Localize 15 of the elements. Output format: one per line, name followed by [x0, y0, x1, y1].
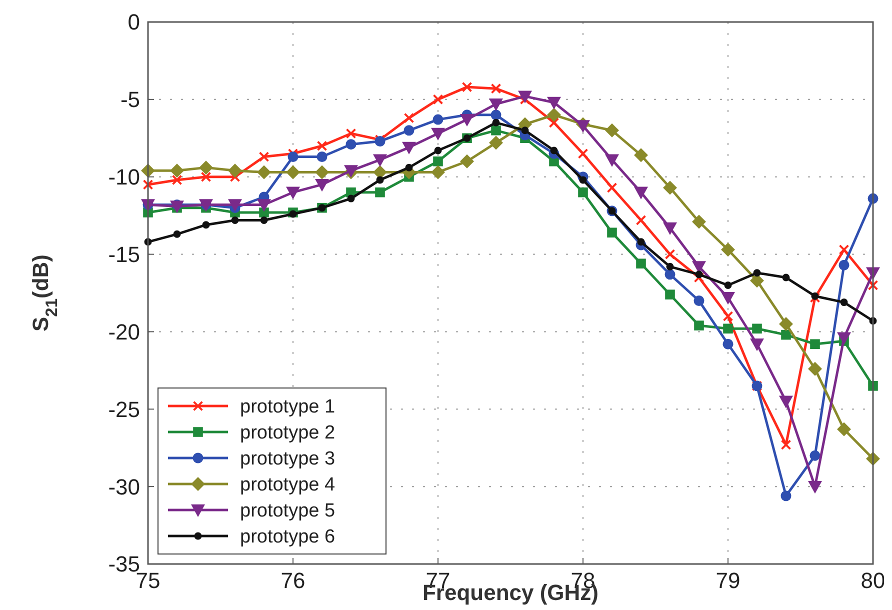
y-tick-label: -20	[108, 319, 140, 344]
y-tick-label: -25	[108, 396, 140, 422]
legend-label: prototype 5	[240, 500, 336, 522]
x-tick-label: 79	[716, 568, 740, 593]
y-tick-label: 0	[128, 10, 140, 35]
y-tick-label: -10	[108, 164, 140, 190]
x-tick-label: 76	[280, 568, 306, 593]
legend-label: prototype 2	[240, 422, 336, 444]
legend-label: prototype 6	[240, 526, 336, 548]
y-tick-label: -15	[108, 242, 140, 267]
y-tick-label: -5	[120, 87, 140, 112]
legend-label: prototype 3	[240, 448, 336, 470]
legend-label: prototype 1	[240, 396, 336, 418]
y-tick-label: -30	[108, 474, 140, 500]
legend-label: prototype 4	[240, 474, 336, 496]
